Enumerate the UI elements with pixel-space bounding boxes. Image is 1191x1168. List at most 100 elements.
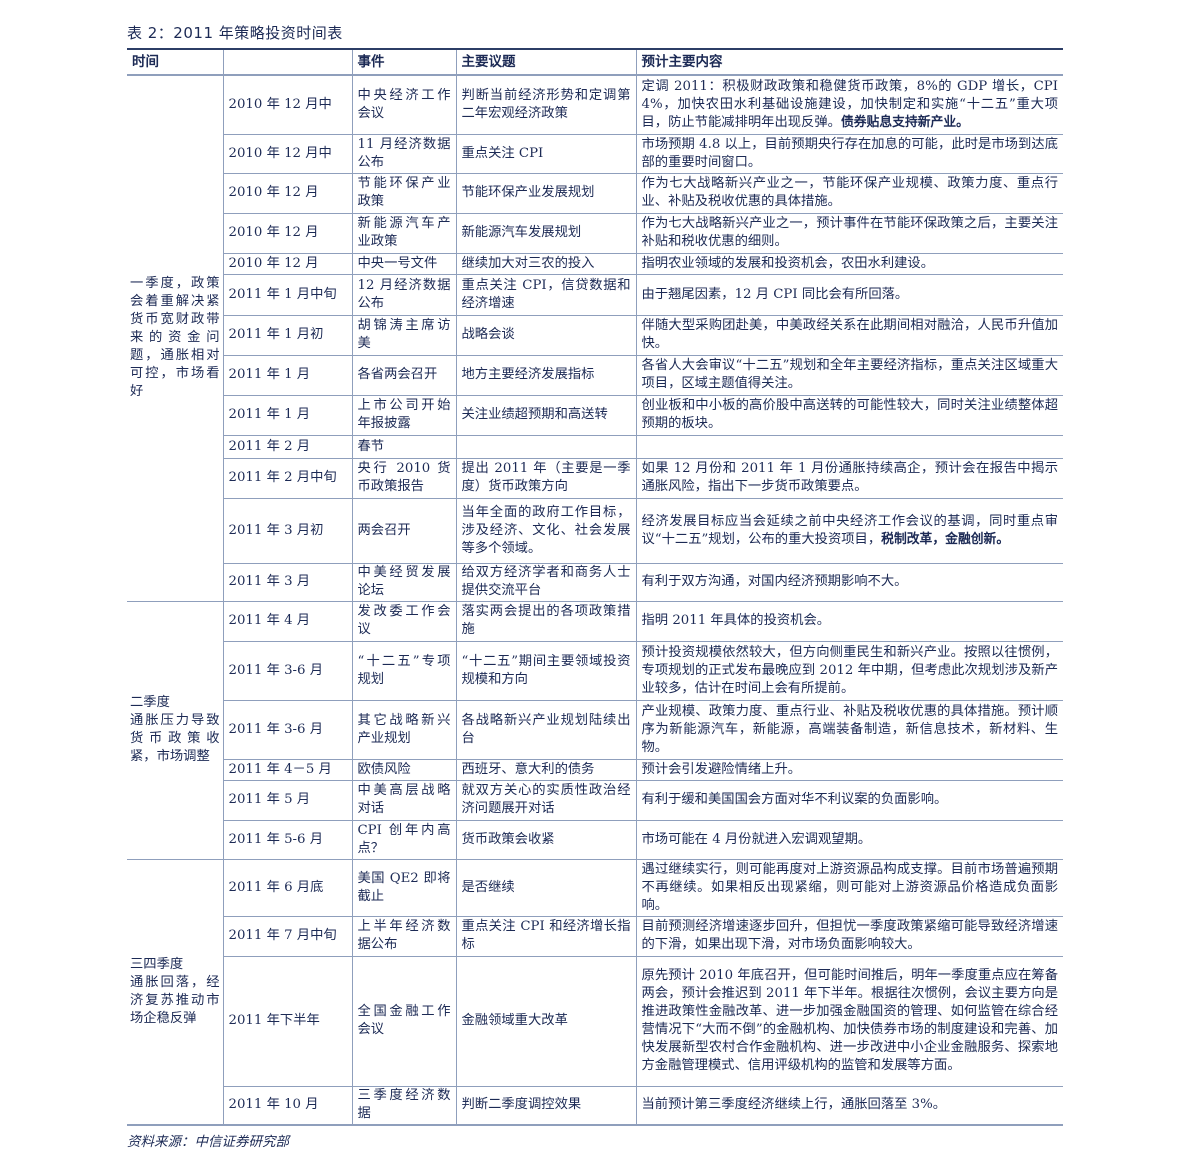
time-cell: 2010 年 12 月 [222, 213, 352, 254]
content-text: 预计会引发避险情绪上升。 [641, 761, 802, 777]
content-text: 各省人大会审议“十二五”规划和全年主要经济指标，重点关注区域重大项目，区域主题值… [641, 358, 1059, 391]
time-cell: 2011 年 6 月底 [222, 859, 352, 917]
time-cell: 2011 年 1 月 [222, 395, 352, 436]
table-row: 2011 年 1 月中旬 12 月经济数据公布 重点关注 CPI，信贷数据和经济增速… [127, 274, 1063, 316]
time-cell: 2011 年 5 月 [222, 780, 352, 821]
event-cell: 各省两会召开 [351, 355, 456, 396]
topic-cell: 西班牙、意大利的债务 [455, 759, 636, 781]
table-row: 2011 年 3-6 月其它战略新兴产业规划 各战略新兴产业规划陆续出台 产业规模、… [127, 700, 1063, 760]
topic-cell: 提出 2011 年（主要是一季度）货币政策方向 [455, 458, 636, 499]
topic-cell: 判断当前经济形势和定调第二年宏观经济政策 [455, 75, 636, 135]
table-row: 2011 年 4－5 月欧债风险 西班牙、意大利的债务 预计会引发避险情绪上升。 [127, 759, 1063, 781]
table-row: 2011 年 3 月中美经贸发展论坛 给双方经济学者和商务人士提供交流平台 有利于双… [127, 563, 1063, 602]
content-cell: 各省人大会审议“十二五”规划和全年主要经济指标，重点关注区域重大项目，区域主题值… [635, 355, 1063, 396]
event-cell: 两会召开 [351, 498, 456, 564]
event-cell: “十二五”专项规划 [351, 641, 456, 701]
content-emphasis: 债券贴息支持新产业。 [840, 114, 969, 130]
header-content: 预计主要内容 [635, 48, 1063, 76]
content-text: 市场预期 4.8 以上，目前预期央行存在加息的可能，此时是市场到达底部的重要时间… [641, 136, 1059, 170]
topic-cell: 重点关注 CPI 和经济增长指标 [455, 916, 636, 957]
table-row: 三四季度 通胀回落，经济复苏推动市场企稳反弹 2011 年 6 月底 美国 QE2 即… [127, 859, 1063, 1126]
content-cell: 产业规模、政策力度、重点行业、补贴及税收优惠的具体措施。预计顺序为新能源汽车，新… [635, 700, 1063, 760]
content-cell: 有利于双方沟通，对国内经济预期影响不大。 [635, 563, 1063, 602]
content-text: 有利于缓和美国国会方面对华不利议案的负面影响。 [641, 792, 948, 807]
time-cell: 2010 年 12 月 [222, 173, 352, 214]
table-row: 二季度 通胀压力导致货币政策收紧，市场调整 2011 年 4 月发改委工作会议 落实两… [127, 601, 1063, 860]
table-row: 2010 年 12 月新能源汽车产业政策 新能源汽车发展规划 作为七大战略新兴产业之… [127, 213, 1063, 254]
content-cell: 由于翘尾因素，12 月 CPI 同比会有所回落。 [635, 274, 1063, 316]
table-row: 2011 年 3-6 月 “十二五”专项规划 “十二五”期间主要领域投资规模和方向预… [127, 641, 1063, 701]
time-cell: 2011 年 3 月初 [222, 498, 352, 564]
topic-cell: 地方主要经济发展指标 [455, 355, 636, 396]
event-cell: 春节 [351, 435, 456, 459]
content-cell: 市场预期 4.8 以上，目前预期央行存在加息的可能，此时是市场到达底部的重要时间… [635, 134, 1063, 174]
time-cell: 2011 年 10 月 [222, 1086, 352, 1126]
content-cell: 遇过继续实行，则可能再度对上游资源品构成支撑。目前市场普遍预期不再继续。如果相反… [635, 859, 1063, 917]
topic-cell: 关注业绩超预期和高送转 [455, 395, 636, 436]
content-emphasis: 税制改革，金融创新。 [881, 531, 1010, 547]
time-cell: 2011 年 1 月中旬 [222, 274, 352, 316]
table-row: 2011 年 3 月初 两会召开 当年全面的政府工作目标，涉及经济、文化、社会发展等… [127, 498, 1063, 564]
content-text: 市场可能在 4 月份就进入宏调观望期。 [641, 831, 872, 847]
period-text-line: 三四季度 [130, 956, 184, 972]
event-cell: 中央一号文件 [351, 253, 456, 275]
content-text: 由于翘尾因素，12 月 CPI 同比会有所回落。 [641, 286, 909, 302]
content-cell: 原先预计 2010 年底召开，但可能时间推后，明年一季度重点应在筹备两会，预计会… [635, 956, 1063, 1087]
topic-cell: 就双方关心的实质性政治经济问题展开对话 [455, 780, 636, 821]
content-text: 作为七大战略新兴产业之一，预计事件在节能环保政策之后，主要关注补贴和税收优惠的细… [641, 216, 1059, 249]
table-title: 表 2：2011 年策略投资时间表 [127, 24, 343, 42]
table-row: 一季度，政策会着重解决紧货币宽财政带来的资金问题，通胀相对可控，市场看好 2010… [127, 75, 1063, 602]
content-cell: 作为七大战略新兴产业之一，节能环保产业规模、政策力度、重点行业、补贴及税收优惠的… [635, 173, 1063, 214]
event-cell: 11 月经济数据公布 [351, 134, 456, 174]
content-cell: 如果 12 月份和 2011 年 1 月份通胀持续高企，预计会在报告中揭示通胀风… [635, 458, 1063, 499]
time-cell: 2011 年 3-6 月 [222, 700, 352, 760]
content-cell: 当前预计第三季度经济继续上行，通胀回落至 3%。 [635, 1086, 1063, 1126]
event-cell: 发改委工作会议 [351, 601, 456, 642]
time-cell: 2010 年 12 月中 [222, 134, 352, 174]
topic-cell: 判断二季度调控效果 [455, 1086, 636, 1126]
content-text: 作为七大战略新兴产业之一，节能环保产业规模、政策力度、重点行业、补贴及税收优惠的… [641, 176, 1059, 209]
content-cell: 有利于缓和美国国会方面对华不利议案的负面影响。 [635, 780, 1063, 821]
topic-cell [455, 435, 636, 459]
time-cell: 2011 年 5-6 月 [222, 820, 352, 860]
period-text-line: 二季度 [130, 695, 170, 710]
content-text: 定调 2011：积极财政政策和稳健货币政策，8%的 GDP 增长，CPI4%，加… [641, 78, 1059, 130]
event-cell: 中央经济工作会议 [351, 75, 456, 135]
content-cell: 创业板和中小板的高价股中高送转的可能性较大，同时关注业绩整体超预期的板块。 [635, 395, 1063, 436]
table-row: 2011 年 5 月中美高层战略对话 就双方关心的实质性政治经济问题展开对话 有利于… [127, 780, 1063, 821]
topic-cell: 货币政策会收紧 [455, 820, 636, 860]
event-cell: 节能环保产业政策 [351, 173, 456, 214]
content-text: 产业规模、政策力度、重点行业、补贴及税收优惠的具体措施。预计顺序为新能源汽车，新… [641, 703, 1059, 755]
strategy-timeline-table: 时间 事件 主要议题 预计主要内容 一季度，政策会着重解决紧货币宽财政带来的资金… [127, 48, 1063, 1126]
time-cell: 2010 年 12 月中 [222, 75, 352, 135]
event-cell: 三季度经济数据 [351, 1086, 456, 1126]
content-cell: 预计会引发避险情绪上升。 [635, 759, 1063, 781]
table-row: 2011 年 1 月各省两会召开 地方主要经济发展指标 各省人大会审议“十二五”规划… [127, 355, 1063, 396]
content-text: 目前预测经济增速逐步回升，但担忧一季度政策紧缩可能导致经济增速的下滑，如果出现下… [641, 919, 1059, 952]
content-cell: 市场可能在 4 月份就进入宏调观望期。 [635, 820, 1063, 860]
time-cell: 2011 年 3-6 月 [222, 641, 352, 701]
event-cell: 中美高层战略对话 [351, 780, 456, 821]
topic-cell: 战略会谈 [455, 315, 636, 356]
topic-cell: 落实两会提出的各项政策措施 [455, 601, 636, 642]
time-cell: 2011 年 3 月 [222, 563, 352, 602]
event-cell: 美国 QE2 即将截止 [351, 859, 456, 917]
content-text: 经济发展目标应当会延续之前中央经济工作会议的基调，同时重点审议“十二五”规划，公… [641, 513, 1059, 547]
content-text: 原先预计 2010 年底召开，但可能时间推后，明年一季度重点应在筹备两会，预计会… [641, 968, 1059, 1073]
content-cell: 伴随大型采购团赴美，中美政经关系在此期间相对融洽，人民币升值加快。 [635, 315, 1063, 356]
content-cell [635, 435, 1063, 459]
event-cell: 全国金融工作会议 [351, 956, 456, 1087]
table-row: 2010 年 12 月节能环保产业政策 节能环保产业发展规划 作为七大战略新兴产业之… [127, 173, 1063, 214]
content-text: 当前预计第三季度经济继续上行，通胀回落至 3%。 [641, 1097, 947, 1113]
event-cell: 上市公司开始年报披露 [351, 395, 456, 436]
content-text: 预计投资规模依然较大，但方向侧重民生和新兴产业。按照以往惯例，专项规划的正式发布… [641, 644, 1059, 696]
table-row: 2011 年 1 月初 胡锦涛主席访美 战略会谈 伴随大型采购团赴美，中美政经关系在此… [127, 315, 1063, 356]
content-text: 伴随大型采购团赴美，中美政经关系在此期间相对融洽，人民币升值加快。 [641, 318, 1059, 351]
event-cell: 新能源汽车产业政策 [351, 213, 456, 254]
time-cell: 2010 年 12 月 [222, 253, 352, 275]
content-text: 指明农业领域的发展和投资机会，农田水利建设。 [641, 255, 935, 271]
event-cell: 上半年经济数据公布 [351, 916, 456, 957]
topic-cell: 继续加大对三农的投入 [455, 253, 636, 275]
period-cell: 一季度，政策会着重解决紧货币宽财政带来的资金问题，通胀相对可控，市场看好 [127, 75, 223, 602]
period-cell: 三四季度 通胀回落，经济复苏推动市场企稳反弹 [127, 859, 223, 1126]
